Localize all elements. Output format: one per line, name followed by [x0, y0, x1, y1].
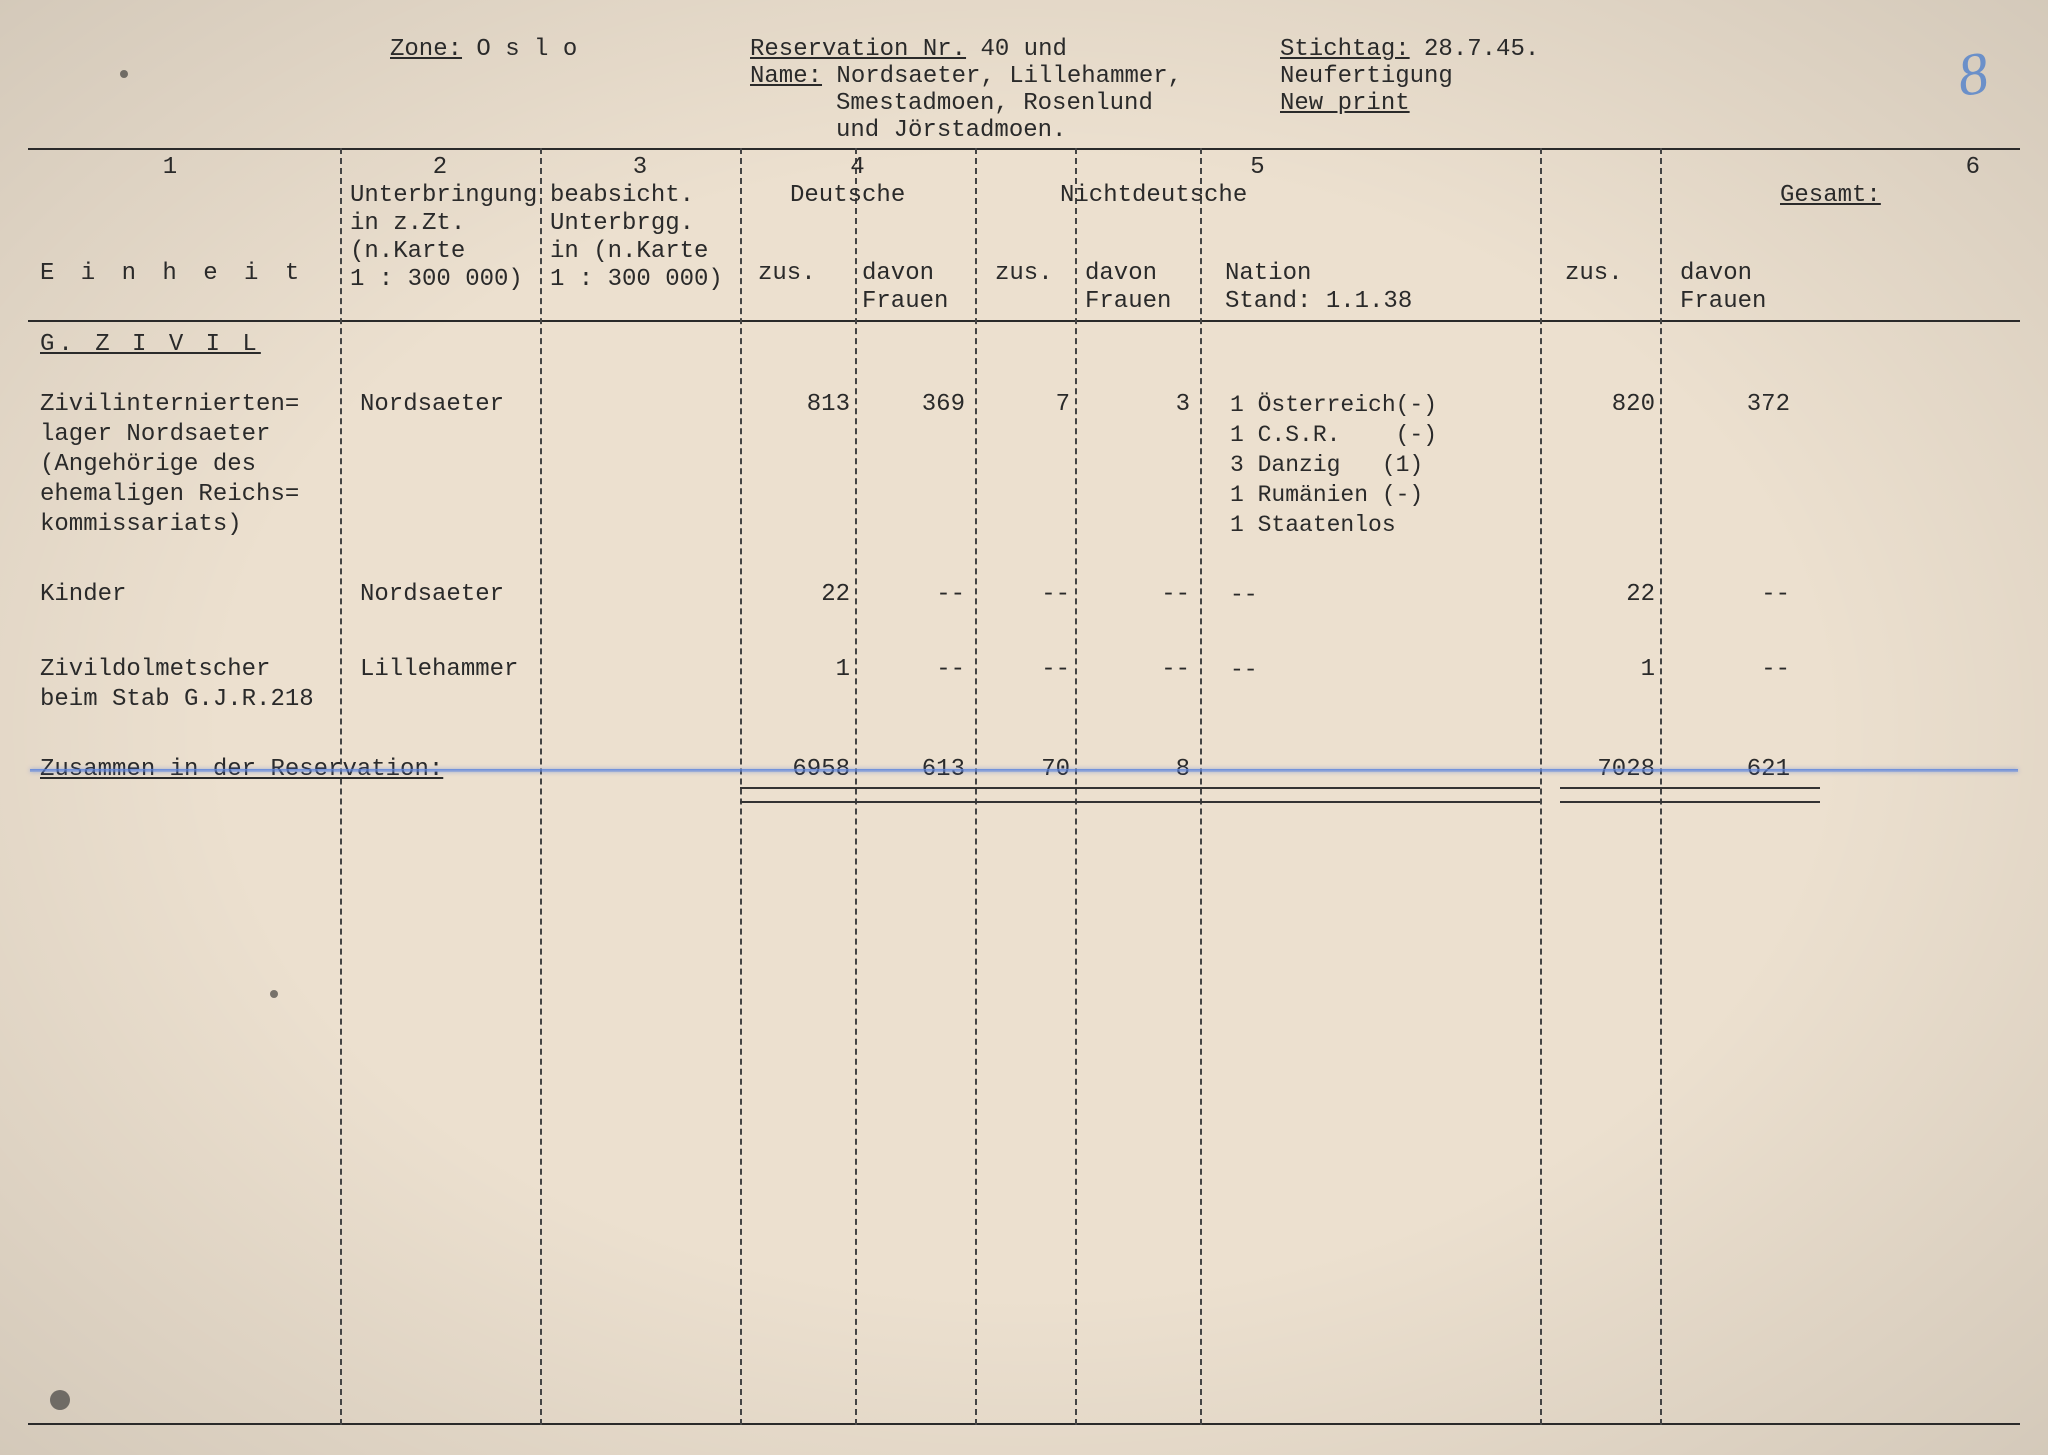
reservation-nr: 40 und [980, 36, 1066, 63]
header-beabsicht: beabsicht. Unterbrgg. in (n.Karte 1 : 30… [550, 182, 740, 294]
stichtag-value: 28.7.45. [1424, 36, 1539, 63]
document-page: 8 Zone: O s l o Reservation Nr. 40 und N… [0, 0, 2048, 1455]
table-body: G. Z I V I L Zivilinternierten= lager No… [0, 330, 2048, 390]
zone-value: O s l o [476, 36, 577, 63]
note-new-print: New print [1280, 90, 1680, 117]
rule-bottom [28, 1423, 2020, 1425]
blue-pen-line [30, 769, 2018, 772]
cell-nation: -- [1230, 580, 1530, 610]
header-gesamt-frauen: davon Frauen [1680, 260, 1800, 316]
scan-speck [50, 1390, 70, 1410]
note-neufertigung: Neufertigung [1280, 63, 1680, 90]
cell-g-zus: 1 [1560, 655, 1655, 685]
header-deutsche: Deutsche [790, 182, 905, 210]
scan-speck [120, 70, 128, 78]
cell-unterbringung: Nordsaeter [360, 390, 540, 420]
table-row: Zivildolmetscher beim Stab G.J.R.218 Lil… [0, 655, 2048, 725]
header-nichtdeutsche: Nichtdeutsche [1060, 182, 1247, 210]
cell-g-frauen: -- [1690, 655, 1790, 685]
cell-nd-frauen: -- [1100, 655, 1190, 685]
header-gesamt: Gesamt: [1780, 182, 1881, 210]
header-deutsche-frauen: davon Frauen [862, 260, 972, 316]
cell-nation: -- [1230, 655, 1530, 685]
name-line-3: und Jörstadmoen. [750, 117, 1280, 144]
header-nd-zus: zus. [995, 260, 1053, 288]
cell-g-frauen: 372 [1690, 390, 1790, 420]
cell-nd-frauen: -- [1100, 580, 1190, 610]
stichtag-block: Stichtag: 28.7.45. Neufertigung New prin… [1280, 36, 1680, 144]
header-einheit: E i n h e i t [40, 260, 305, 288]
col-num-6: 6 [1660, 154, 2020, 181]
cell-d-zus: 813 [760, 390, 850, 420]
cell-g-frauen: -- [1690, 580, 1790, 610]
section-heading-row: G. Z I V I L [0, 330, 2048, 390]
cell-d-frauen: 369 [870, 390, 965, 420]
cell-einheit: Zivildolmetscher beim Stab G.J.R.218 [40, 655, 340, 715]
header-unterbringung: Unterbringung in z.Zt. (n.Karte 1 : 300 … [350, 182, 540, 294]
cell-g-zus: 22 [1560, 580, 1655, 610]
col-num-2: 2 [340, 154, 540, 181]
total-double-underline [1560, 787, 1820, 803]
col-num-1: 1 [0, 154, 340, 181]
section-g-zivil: G. Z I V I L [40, 330, 340, 360]
zone-block: Zone: O s l o [390, 36, 750, 144]
cell-d-zus: 1 [760, 655, 850, 685]
table-row: Kinder Nordsaeter 22 -- -- -- -- 22 -- [0, 580, 2048, 635]
header-nd-frauen: davon Frauen [1085, 260, 1195, 316]
scan-speck [270, 990, 278, 998]
reservation-block: Reservation Nr. 40 und Name: Nordsaeter,… [750, 36, 1280, 144]
cell-nd-zus: -- [995, 655, 1070, 685]
header-nation: Nation Stand: 1.1.38 [1225, 260, 1525, 316]
cell-g-zus: 820 [1560, 390, 1655, 420]
header-deutsche-zus: zus. [758, 260, 816, 288]
cell-d-frauen: -- [870, 655, 965, 685]
cell-einheit: Zivilinternierten= lager Nordsaeter (Ang… [40, 390, 340, 540]
name-line-1: Nordsaeter, Lillehammer, [836, 63, 1182, 90]
cell-nd-zus: -- [995, 580, 1070, 610]
header-gesamt-zus: zus. [1565, 260, 1623, 288]
cell-nd-frauen: 3 [1100, 390, 1190, 420]
total-double-underline [740, 787, 1540, 803]
cell-unterbringung: Nordsaeter [360, 580, 540, 610]
cell-einheit: Kinder [40, 580, 340, 610]
document-header: Zone: O s l o Reservation Nr. 40 und Nam… [0, 36, 2048, 144]
cell-d-frauen: -- [870, 580, 965, 610]
col-num-4: 4 [740, 154, 975, 181]
cell-nation: 1 Österreich(-) 1 C.S.R. (-) 3 Danzig (1… [1230, 390, 1530, 540]
stichtag-label: Stichtag: [1280, 36, 1410, 63]
zone-label: Zone: [390, 36, 462, 63]
rule-header-bottom [28, 320, 2020, 322]
col-num-3: 3 [540, 154, 740, 181]
name-line-2: Smestadmoen, Rosenlund [750, 90, 1280, 117]
column-headers: 1 2 3 4 5 6 E i n h e i t Unterbringung … [0, 150, 2048, 320]
cell-nd-zus: 7 [995, 390, 1070, 420]
col-num-5: 5 [975, 154, 1540, 181]
reservation-label: Reservation Nr. [750, 36, 966, 63]
name-label: Name: [750, 63, 822, 90]
table-row: Zivilinternierten= lager Nordsaeter (Ang… [0, 390, 2048, 560]
cell-d-zus: 22 [760, 580, 850, 610]
cell-unterbringung: Lillehammer [360, 655, 540, 685]
